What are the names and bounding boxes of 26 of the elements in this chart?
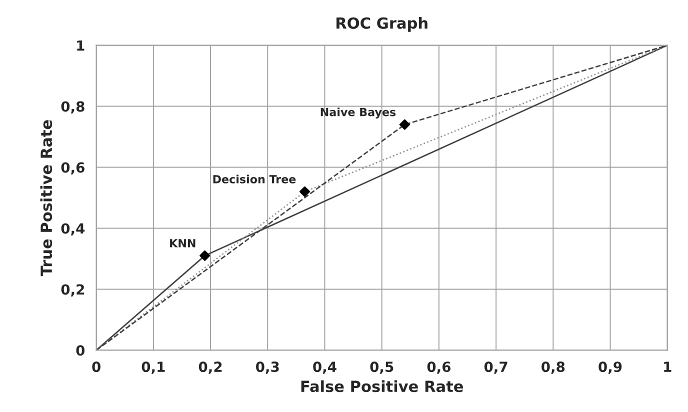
y-tick-label: 0,8	[61, 101, 84, 114]
point	[200, 250, 210, 261]
y-tick-label: 1	[77, 40, 84, 51]
x-tick-label: 0,8	[542, 362, 565, 374]
x-tick-label: 0,1	[142, 362, 165, 374]
series-label: Naive Bayes	[320, 108, 396, 118]
x-tick-label: 0,9	[598, 362, 622, 374]
x-tick-label: 0,4	[313, 362, 336, 374]
series-label: KNN	[170, 239, 196, 248]
x-tick-label: 0	[92, 362, 100, 372]
y-tick-label: 0,6	[61, 162, 84, 175]
x-tick-label: 1	[664, 362, 672, 372]
x-tick-label: 0,7	[484, 362, 508, 374]
y-tick-label: 0,2	[61, 284, 84, 296]
x-tick-label: 0,2	[198, 362, 222, 374]
point	[399, 119, 410, 130]
y-tick-label: 0,4	[61, 223, 85, 236]
x-tick-label: 0,5	[370, 362, 394, 374]
point	[299, 186, 310, 197]
series-label: Decision Tree	[213, 174, 296, 184]
x-axis-title: False Positive Rate	[301, 380, 463, 392]
y-axis-title: True Positive Rate	[40, 120, 52, 276]
chart-title: ROC Graph	[336, 17, 428, 32]
x-tick-label: 0,3	[256, 362, 279, 374]
y-tick-label: 0	[76, 345, 85, 356]
x-tick-label: 0,6	[427, 362, 450, 374]
